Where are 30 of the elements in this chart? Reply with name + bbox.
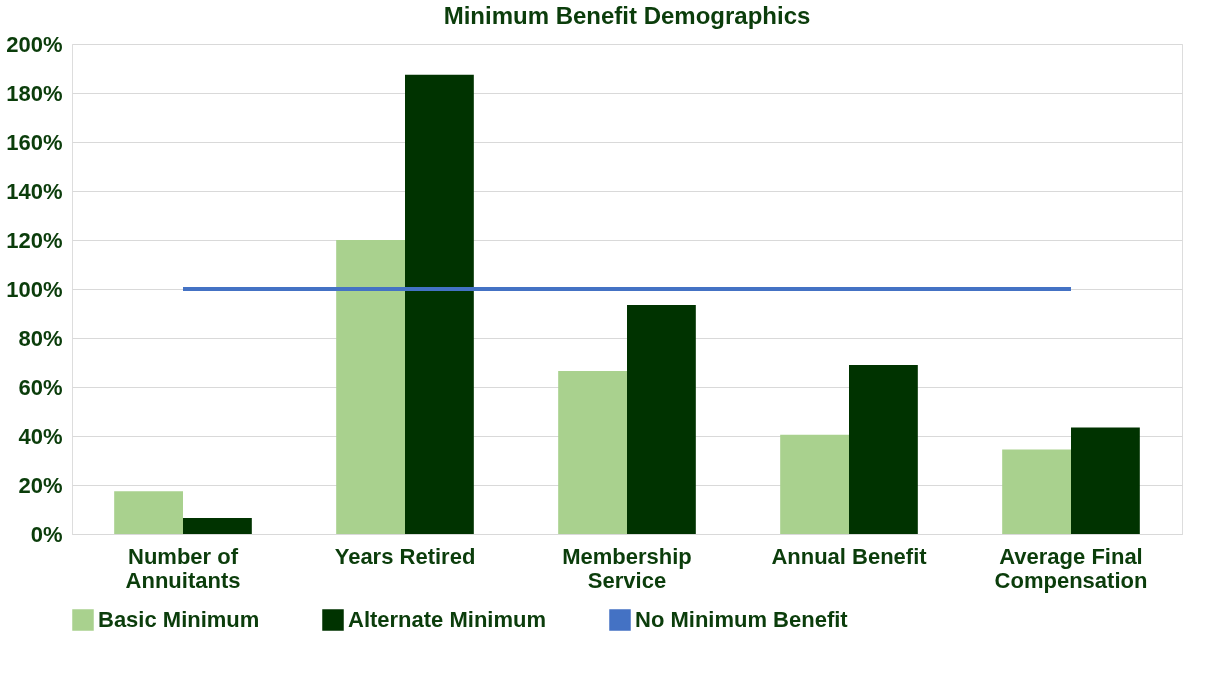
y-tick-label: 160% bbox=[6, 129, 63, 155]
bar bbox=[780, 434, 849, 534]
y-tick-label: 100% bbox=[6, 276, 63, 302]
y-tick-label: 180% bbox=[6, 80, 63, 106]
y-tick-label: 140% bbox=[6, 178, 63, 204]
bar bbox=[336, 240, 405, 534]
legend-label: Alternate Minimum bbox=[348, 607, 547, 632]
y-tick-label: 40% bbox=[18, 423, 63, 449]
bar bbox=[849, 364, 918, 534]
x-tick-label: Membership Service bbox=[562, 543, 692, 593]
bar bbox=[183, 518, 252, 534]
x-tick-label: Number of Annuitants bbox=[125, 543, 241, 593]
y-tick-label: 200% bbox=[6, 31, 63, 57]
legend-label: No Minimum Benefit bbox=[635, 607, 849, 632]
y-tick-label: 0% bbox=[30, 521, 63, 547]
x-tick-label: Annual Benefit bbox=[771, 543, 928, 569]
y-tick-label: 80% bbox=[18, 325, 63, 351]
bar bbox=[558, 371, 627, 534]
bar bbox=[405, 74, 474, 534]
bar bbox=[114, 491, 183, 534]
y-tick-label: 60% bbox=[18, 374, 63, 400]
bar bbox=[1071, 427, 1140, 534]
bar bbox=[1002, 449, 1071, 534]
x-tick-label: Years Retired bbox=[334, 543, 476, 569]
legend-label: Basic Minimum bbox=[98, 607, 260, 632]
y-tick-label: 120% bbox=[6, 227, 63, 253]
bar bbox=[627, 304, 696, 534]
x-tick-label: Average Final Compensation bbox=[994, 543, 1148, 593]
chart-title: Minimum Benefit Demographics bbox=[443, 2, 811, 29]
y-tick-label: 20% bbox=[18, 472, 63, 498]
